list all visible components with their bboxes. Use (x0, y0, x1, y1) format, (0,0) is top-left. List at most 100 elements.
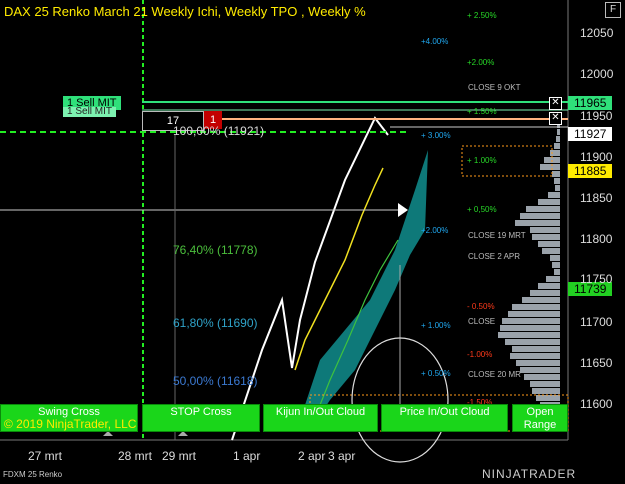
y-tick: 11650 (580, 356, 613, 370)
x-tick: 28 mrt (118, 449, 153, 463)
pct-label: +2.00% (467, 58, 495, 67)
upper-level-price-tag: 11927 (568, 127, 613, 141)
pct-label: -1.50% (467, 398, 493, 407)
ichimoku-cloud (300, 150, 428, 430)
tpo-bar (552, 171, 560, 177)
sell-mit-order-tag[interactable]: 1 Sell MIT (63, 96, 121, 110)
y-tick: 11600 (580, 397, 613, 411)
close-label: CLOSE 19 MRT (468, 231, 526, 240)
x-tick: 2 apr (298, 449, 326, 463)
tpo-bar (542, 248, 560, 254)
tpo-bar (557, 129, 560, 135)
pct-label: + 3.00% (421, 131, 451, 140)
tenkan-line (317, 239, 399, 411)
pct-label: + 0.50% (421, 369, 451, 378)
open-range-label-1: Open (526, 406, 554, 418)
tpo-bar (550, 150, 560, 156)
instrument-label: FDXM 25 Renko (3, 470, 63, 479)
close-order-icon[interactable]: ✕ (549, 97, 562, 110)
order-quantity-box[interactable]: 17 (142, 111, 204, 131)
open-range-button[interactable]: Open Range (512, 404, 568, 432)
tpo-bar (502, 318, 560, 324)
tpo-bar (554, 178, 560, 184)
tpo-bar (526, 206, 560, 212)
tpo-bar (520, 367, 560, 373)
pct-label: + 1.50% (467, 107, 497, 116)
ninjatrader-logo: NINJATRADER (482, 467, 577, 481)
order-count-badge[interactable]: 1 (204, 111, 222, 129)
tpo-bar (522, 297, 560, 303)
tpo-bar (540, 164, 560, 170)
tpo-bar (532, 388, 560, 394)
pct-label: + 2.50% (467, 11, 497, 20)
tpo-bar (524, 374, 560, 380)
copyright-text: © 2019 NinjaTrader, LLC (4, 417, 137, 431)
y-tick: 11700 (580, 315, 613, 329)
x-tick: 1 apr (233, 449, 261, 463)
y-tick: 11750 (580, 272, 613, 286)
tpo-bar (512, 304, 560, 310)
kijun-cloud-button[interactable]: Kijun In/Out Cloud (263, 404, 378, 432)
tpo-bar (548, 192, 560, 198)
range-circle (351, 337, 449, 463)
tpo-bar (512, 346, 560, 352)
tpo-bar (536, 395, 560, 401)
chart-title: DAX 25 Renko March 21 Weekly Ichi, Weekl… (4, 4, 366, 19)
pct-label: + 1.00% (467, 156, 497, 165)
tpo-bar (530, 227, 560, 233)
tpo-bar (556, 136, 560, 142)
pct-label: + 0,50% (467, 205, 497, 214)
green-level-price-tag: 11739 (568, 282, 613, 296)
close-order-icon-2[interactable]: ✕ (549, 112, 562, 125)
tpo-bar (552, 262, 560, 268)
tpo-bar (530, 290, 560, 296)
tpo-bar (510, 353, 560, 359)
fib-label-50: 50,00% (11618) (173, 374, 258, 388)
tpo-bar (508, 311, 560, 317)
f-key-button[interactable]: F (605, 2, 621, 18)
tpo-bar (505, 339, 560, 345)
x-tick: 27 mrt (28, 449, 63, 463)
pct-label: +4.00% (421, 37, 449, 46)
x-marker-2 (178, 431, 188, 436)
y-tick: 11950 (580, 109, 613, 123)
y-tick: 11800 (580, 232, 613, 246)
kijun-line (294, 167, 384, 371)
y-tick: 11850 (580, 191, 613, 205)
yellow-level-price-tag: 11885 (568, 164, 613, 178)
tpo-value-box (461, 145, 553, 177)
fib-label-100: 100,00% (11921) (173, 124, 265, 138)
tpo-bar (530, 381, 560, 387)
renko-path (231, 116, 389, 441)
tpo-bar (520, 213, 560, 219)
sell-mit-order-tag-echo[interactable]: 1 Sell MIT (63, 107, 117, 117)
x-marker-1 (103, 431, 113, 436)
sell-mit-price-tag: 11965 (568, 96, 613, 110)
close-label: CLOSE 20 MR (468, 370, 521, 379)
close-label: CLOSE 9 OKT (468, 83, 521, 92)
y-tick: 12050 (580, 26, 614, 40)
pct-label: - 0.50% (467, 302, 495, 311)
x-tick: 3 apr (328, 449, 356, 463)
y-tick: 11900 (580, 150, 613, 164)
tpo-bar (538, 283, 560, 289)
tpo-bar (538, 199, 560, 205)
y-tick: 12000 (580, 67, 614, 81)
close-label: CLOSE (468, 317, 496, 326)
tpo-bar (557, 122, 560, 128)
x-tick: 29 mrt (162, 449, 197, 463)
horizontal-arrow-head (398, 203, 408, 217)
tpo-bar (532, 234, 560, 240)
tpo-bar (555, 185, 560, 191)
tpo-bar (516, 360, 560, 366)
pct-label: + 1.00% (421, 321, 451, 330)
swing-cross-button[interactable]: Swing Cross (0, 404, 138, 432)
pct-label: +2.00% (421, 226, 449, 235)
stop-cross-button[interactable]: STOP Cross (142, 404, 260, 432)
tpo-bar (500, 325, 560, 331)
fib-label-764: 76,40% (11778) (173, 243, 258, 257)
tpo-bar (515, 220, 560, 226)
price-cloud-button[interactable]: Price In/Out Cloud (381, 404, 508, 432)
tpo-bar (550, 255, 560, 261)
